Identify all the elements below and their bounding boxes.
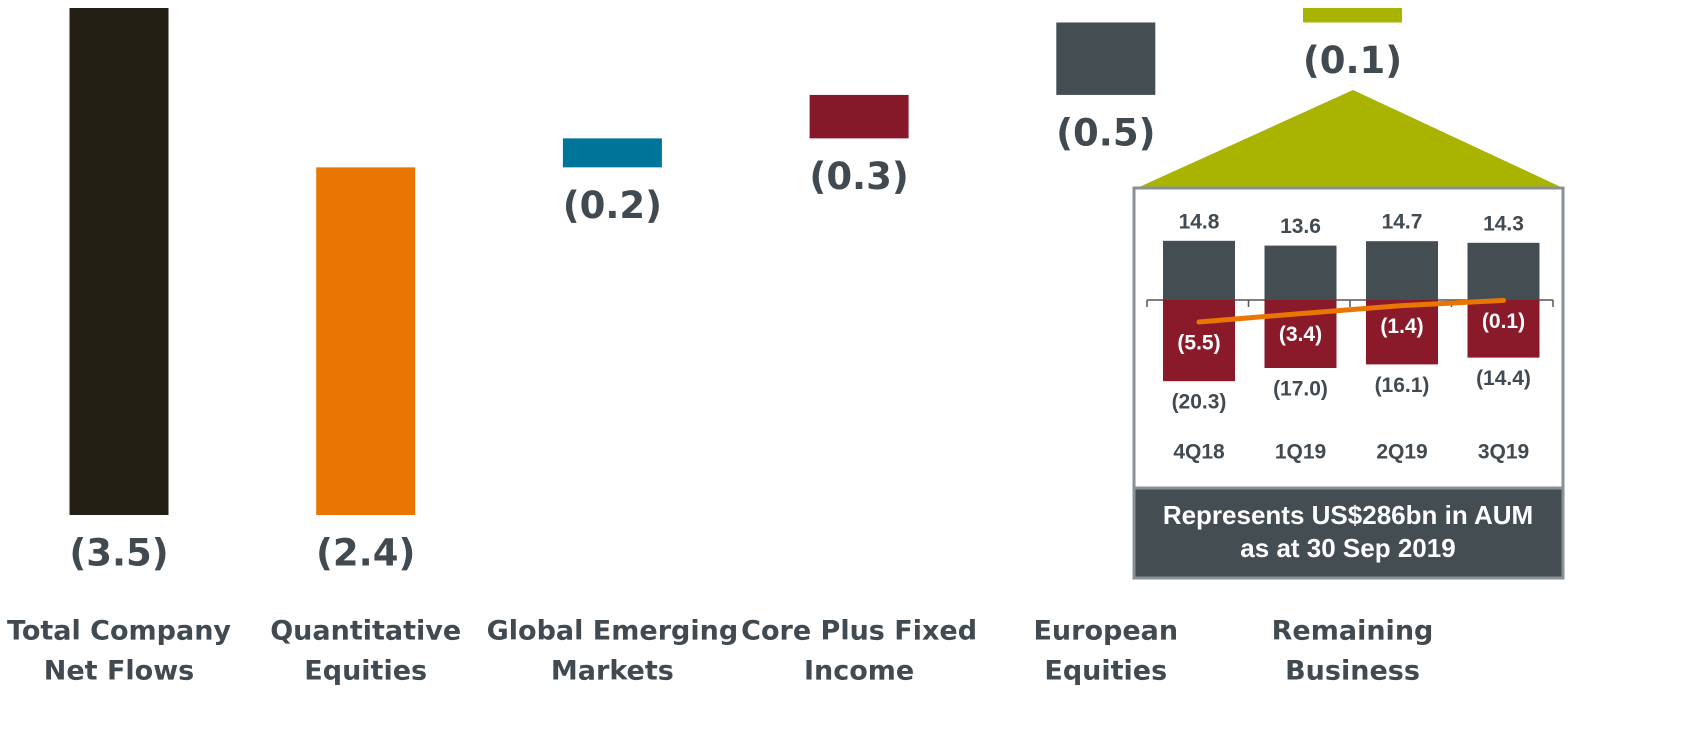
value-label: 14.7: [1382, 211, 1423, 234]
x-tick-label: Quantitative: [270, 616, 461, 647]
value-label: (1.4): [1380, 315, 1423, 338]
bar: [1303, 8, 1402, 23]
value-label: (3.5): [69, 532, 168, 575]
x-tick-label: Global Emerging: [487, 616, 739, 647]
value-label: (0.2): [563, 184, 662, 227]
inset-caption-box: [1132, 486, 1565, 580]
x-tick-label: Equities: [304, 656, 427, 687]
zoom-triangle: [1137, 90, 1563, 188]
value-label: (3.4): [1279, 323, 1322, 346]
x-tick-label: Total Company: [7, 616, 231, 647]
caption: as at 30 Sep 2019: [1240, 533, 1455, 563]
value-label: (14.4): [1476, 367, 1531, 390]
x-tick-label: 1Q19: [1275, 441, 1326, 464]
x-tick-label: 4Q18: [1173, 441, 1225, 464]
bar: [316, 167, 416, 516]
value-label: (16.1): [1375, 374, 1430, 397]
value-label: 13.6: [1280, 215, 1321, 238]
bar: [69, 8, 169, 515]
net-line: [1196, 297, 1506, 325]
value-label: (0.3): [809, 155, 908, 198]
x-tick-label: Net Flows: [44, 656, 194, 687]
value-label: (17.0): [1273, 378, 1328, 401]
value-label: (0.1): [1482, 310, 1525, 333]
bar: [1366, 300, 1438, 365]
bar: [1163, 300, 1235, 382]
x-tick-label: Core Plus Fixed: [741, 616, 977, 647]
x-tick-label: 3Q19: [1478, 441, 1529, 464]
bar: [1467, 242, 1540, 300]
value-label: 14.8: [1179, 210, 1220, 233]
bar: [1467, 300, 1540, 358]
bar: [809, 94, 909, 139]
x-tick-label: Markets: [551, 656, 674, 687]
bar: [1264, 245, 1337, 300]
value-label: (2.4): [316, 532, 415, 575]
bar: [1163, 240, 1235, 300]
x-tick-label: Equities: [1044, 656, 1167, 687]
caption: Represents US$286bn in AUM: [1163, 500, 1533, 530]
bar: [1366, 241, 1438, 300]
value-label: (5.5): [1177, 332, 1220, 355]
x-tick-label: Income: [804, 656, 914, 687]
x-tick-label: European: [1033, 616, 1178, 647]
value-label: (0.1): [1303, 39, 1402, 82]
value-label: (0.5): [1056, 111, 1155, 154]
value-label: (20.3): [1172, 391, 1227, 414]
x-tick-label: Business: [1285, 656, 1420, 687]
x-tick-label: Remaining: [1272, 616, 1434, 647]
value-label: 14.3: [1483, 212, 1524, 235]
bar: [1056, 22, 1156, 95]
x-tick-label: 2Q19: [1376, 441, 1427, 464]
bar: [562, 138, 662, 168]
